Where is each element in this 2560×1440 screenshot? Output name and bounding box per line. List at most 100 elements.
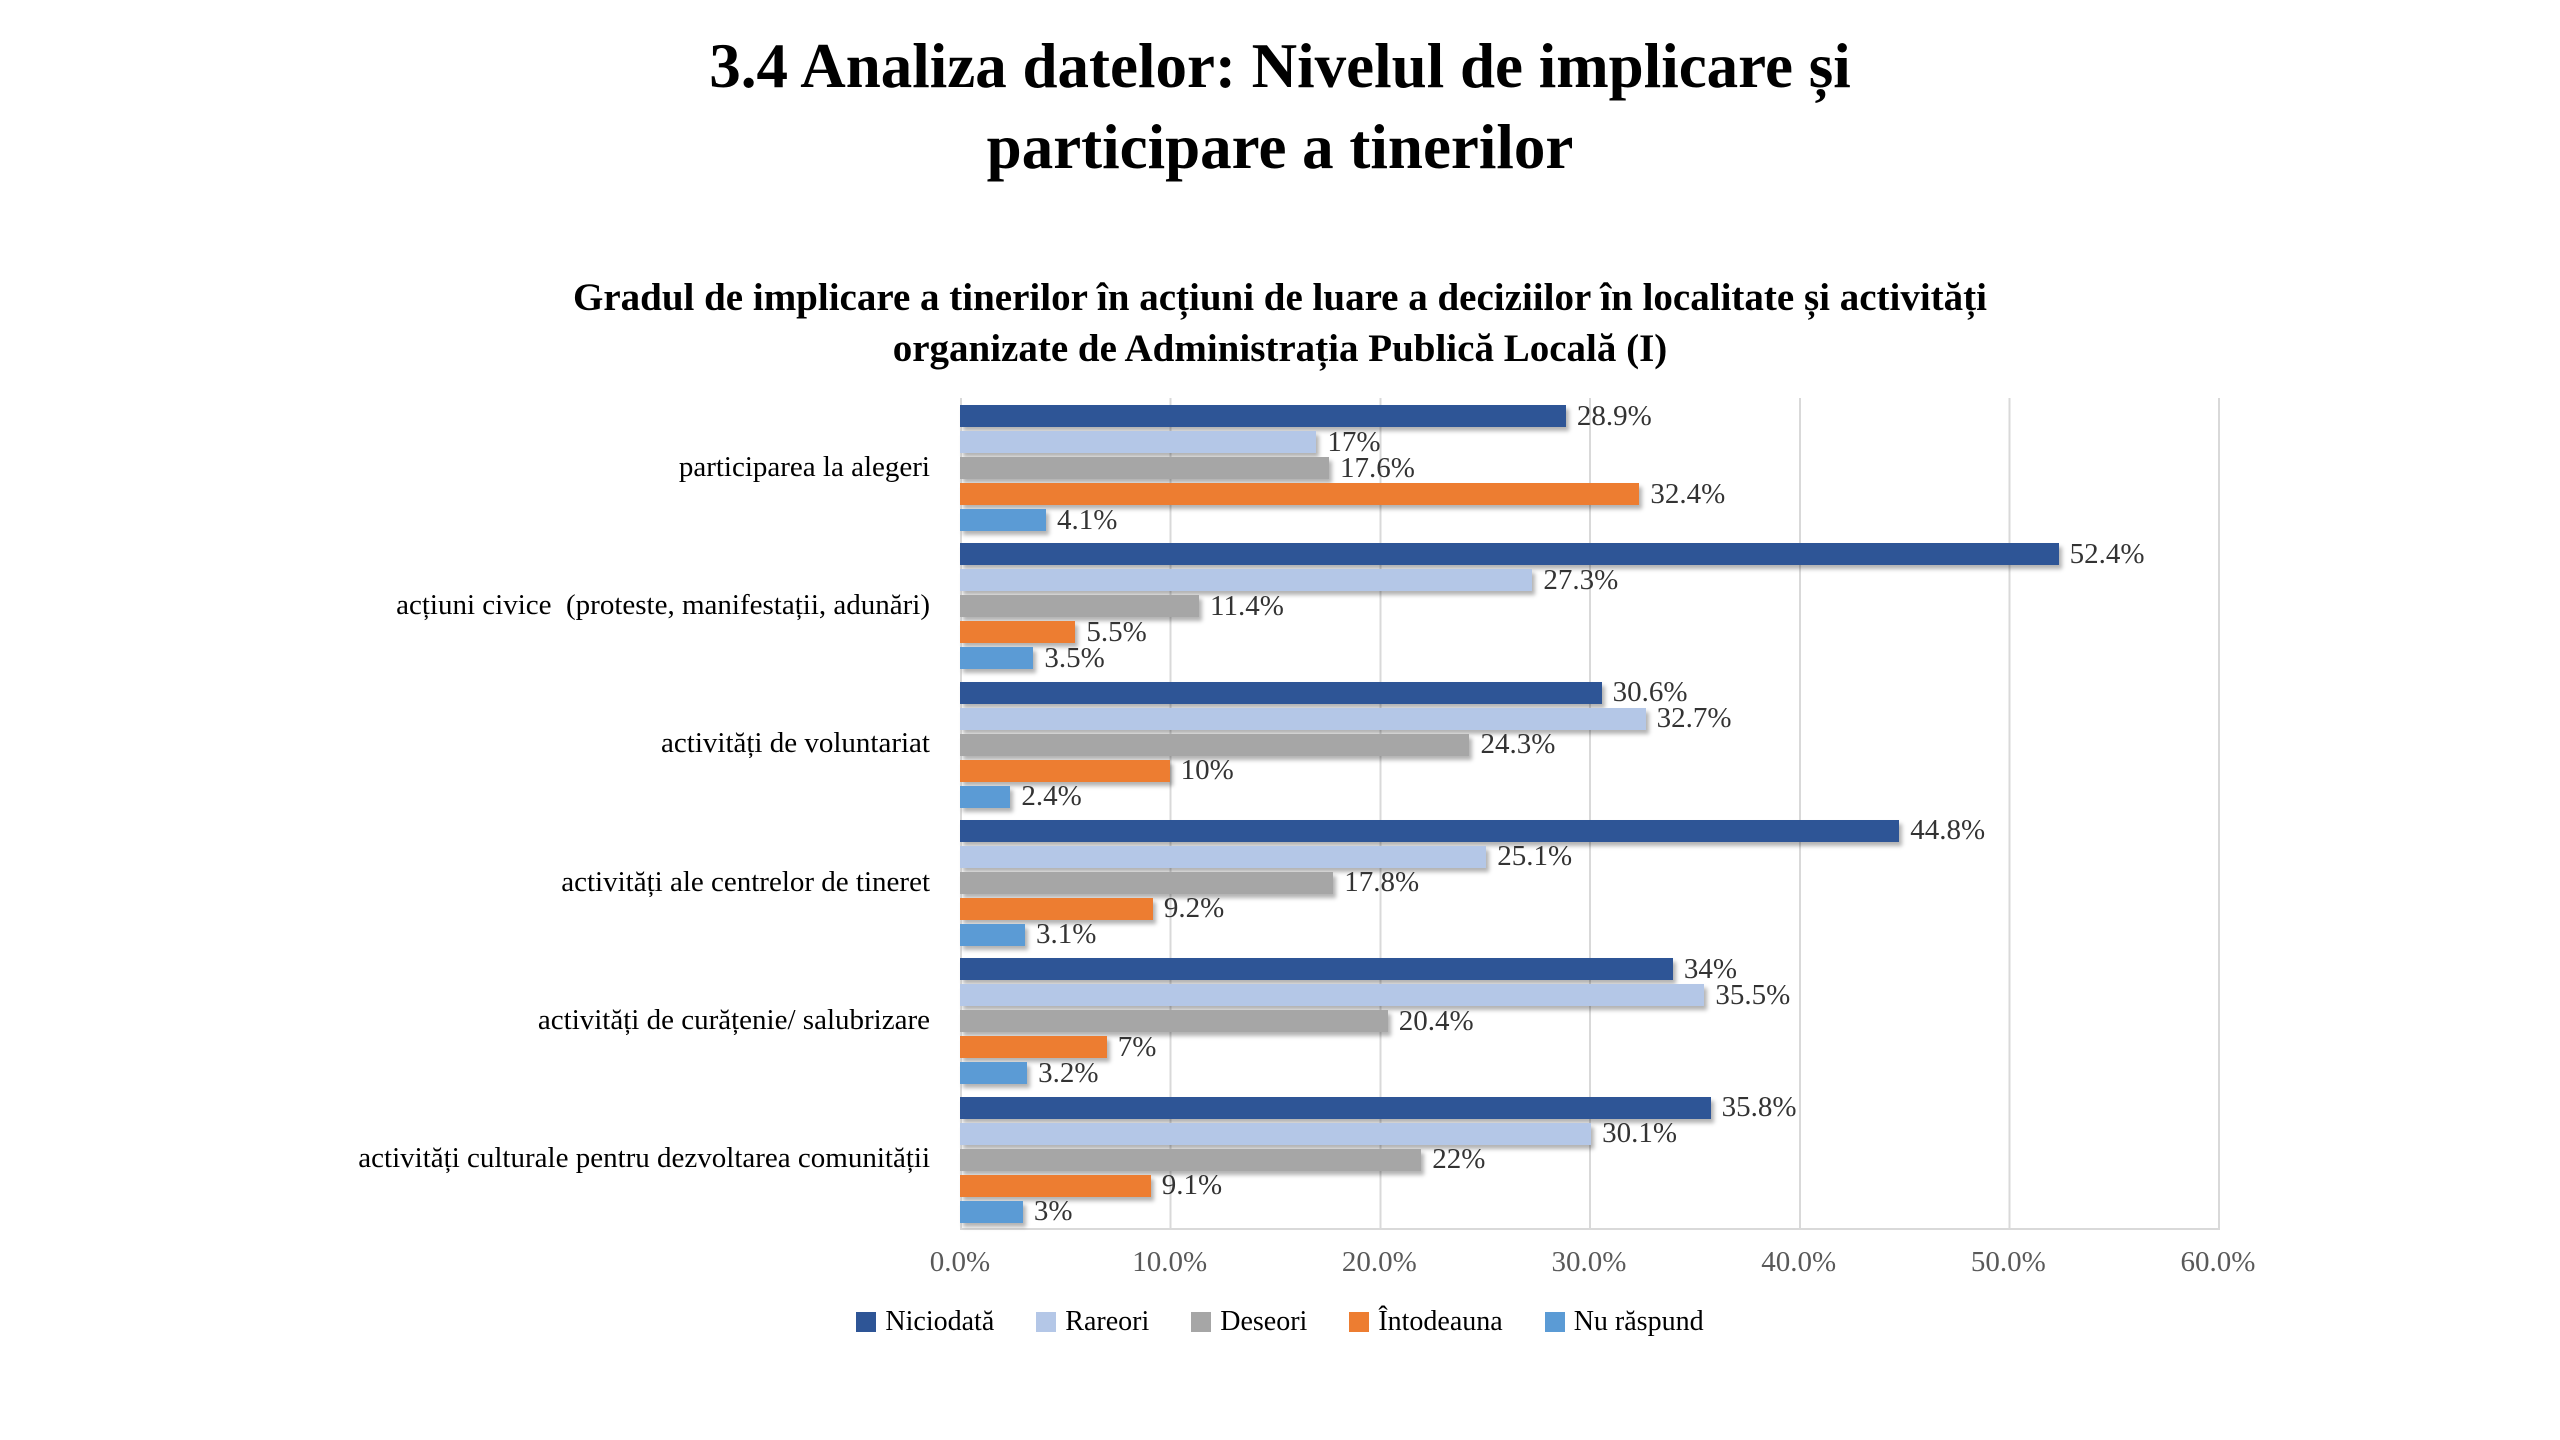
bar-nu-raspund [960, 1062, 1028, 1085]
bar-niciodata [960, 681, 1602, 704]
legend-swatch-icon [856, 1312, 877, 1332]
bar-deseori [960, 871, 1334, 894]
chart-title: Gradul de implicare a tinerilor în acțiu… [573, 276, 1987, 371]
bar-deseori [960, 595, 1200, 618]
bar-group: 44.8% 25.1% 17.8% 9.2% 3.1% [960, 813, 2220, 951]
bar-line: 11.4% [960, 590, 2220, 622]
bar-niciodata [960, 1096, 1711, 1119]
bar-value-label: 10% [1180, 754, 1234, 787]
bar-value-label: 4.1% [1056, 503, 1118, 536]
bar-line: 35.8% [960, 1091, 2220, 1123]
bar-line: 52.4% [960, 538, 2220, 570]
bar-value-label: 22% [1432, 1143, 1486, 1176]
bar-group: 52.4% 27.3% 11.4% 5.5% 3.5% [960, 536, 2220, 674]
bar-value-label: 9.2% [1163, 892, 1225, 925]
bar-deseori [960, 1148, 1422, 1171]
bar-value-label: 35.8% [1721, 1091, 1797, 1124]
legend-swatch-icon [1036, 1312, 1057, 1332]
bar-line: 3.5% [960, 642, 2220, 674]
bar-rareori [960, 984, 1705, 1007]
plot-area: 28.9% 17% 17.6% 32.4% 4.1% 52.4% 27.3% 11.4% 5.5… [960, 398, 2220, 1230]
bar-value-label: 28.9% [1576, 399, 1652, 432]
bar-line: 3.2% [960, 1057, 2220, 1089]
bar-line: 25.1% [960, 840, 2220, 872]
bar-value-label: 9.1% [1161, 1169, 1223, 1202]
bar-line: 17% [960, 426, 2220, 458]
bar-value-label: 3.2% [1038, 1056, 1099, 1089]
category-labels: participarea la alegeri acțiuni civice (p… [0, 398, 946, 1228]
bar-value-label: 5.5% [1086, 615, 1147, 648]
bar-value-label: 24.3% [1480, 728, 1556, 761]
bar-group: 34% 35.5% 20.4% 7% 3.2% [960, 951, 2220, 1089]
legend-label: Întodeauna [1378, 1306, 1503, 1337]
legend-label: Rareori [1065, 1306, 1150, 1337]
bar-value-label: 3.1% [1035, 918, 1097, 951]
x-axis-tick-label: 0.0% [929, 1246, 991, 1278]
bar-line: 5.5% [960, 616, 2220, 648]
legend-item-niciodata: Niciodată [856, 1306, 994, 1338]
x-axis-tick-label: 60.0% [2180, 1246, 2256, 1278]
bar-value-label: 25.1% [1497, 840, 1573, 873]
bar-rareori [960, 431, 1317, 453]
legend-label: Deseori [1220, 1306, 1308, 1337]
bar-nu-raspund [960, 1200, 1023, 1223]
bar-rareori [960, 569, 1533, 592]
bar-value-label: 17.6% [1340, 451, 1415, 484]
bar-line: 44.8% [960, 814, 2220, 846]
bar-value-label: 3.5% [1044, 641, 1105, 674]
bar-niciodata [960, 543, 2059, 566]
bar-line: 30.1% [960, 1117, 2220, 1149]
bar-rareori [960, 1122, 1592, 1145]
bar-deseori [960, 1010, 1388, 1033]
bar-value-label: 32.7% [1656, 702, 1732, 735]
bar-intodeauna [960, 621, 1076, 644]
bar-deseori [960, 733, 1470, 756]
legend-swatch-icon [1191, 1312, 1212, 1332]
bar-value-label: 11.4% [1210, 589, 1284, 622]
category-label: activități culturale pentru dezvoltarea … [358, 1142, 930, 1175]
bar-line: 35.5% [960, 979, 2220, 1011]
bar-line: 3% [960, 1195, 2220, 1227]
bar-line: 32.4% [960, 478, 2220, 510]
bar-intodeauna [960, 483, 1640, 505]
bar-nu-raspund [960, 785, 1011, 808]
bar-niciodata [960, 405, 1566, 427]
x-axis-tick-label: 50.0% [1970, 1246, 2046, 1278]
bar-line: 4.1% [960, 504, 2220, 536]
bar-rareori [960, 707, 1646, 730]
bar-value-label: 44.8% [1910, 814, 1986, 847]
bar-line: 28.9% [960, 400, 2220, 432]
bar-line: 32.7% [960, 702, 2220, 734]
bar-value-label: 30.1% [1602, 1117, 1678, 1150]
bar-intodeauna [960, 1174, 1151, 1197]
bar-value-label: 7% [1117, 1030, 1157, 1063]
x-axis-tick-label: 10.0% [1132, 1246, 1208, 1278]
bar-value-label: 35.5% [1715, 978, 1791, 1011]
bar-nu-raspund [960, 923, 1025, 946]
bar-group: 28.9% 17% 17.6% 32.4% 4.1% [960, 398, 2220, 536]
bar-value-label: 34% [1683, 952, 1738, 985]
bar-niciodata [960, 958, 1673, 981]
x-axis-tick-label: 30.0% [1551, 1246, 1627, 1278]
legend-swatch-icon [1544, 1312, 1565, 1332]
category-label: activități de curățenie/ salubrizare [537, 1003, 930, 1036]
legend-item-nu-raspund: Nu răspund [1544, 1306, 1704, 1338]
bar-intodeauna [960, 897, 1153, 920]
bar-value-label: 2.4% [1021, 780, 1082, 813]
legend-swatch-icon [1349, 1312, 1370, 1332]
bar-value-label: 30.6% [1612, 676, 1688, 709]
x-axis-tick-label: 40.0% [1761, 1246, 1837, 1278]
bar-value-label: 3% [1033, 1195, 1073, 1228]
bar-value-label: 52.4% [2069, 537, 2145, 570]
bar-value-label: 32.4% [1650, 477, 1726, 510]
bar-line: 27.3% [960, 564, 2220, 596]
legend: Niciodată Rareori Deseori Întodeauna Nu răsp… [0, 1306, 2560, 1338]
legend-label: Nu răspund [1573, 1306, 1704, 1337]
legend-item-intodeauna: Întodeauna [1349, 1306, 1503, 1338]
bar-line: 3.1% [960, 918, 2220, 950]
bar-line: 10% [960, 754, 2220, 786]
category-label: acțiuni civice (proteste, manifestații, … [396, 588, 930, 621]
category-label: participarea la alegeri [678, 450, 930, 483]
bar-line: 34% [960, 953, 2220, 985]
bar-intodeauna [960, 759, 1170, 782]
